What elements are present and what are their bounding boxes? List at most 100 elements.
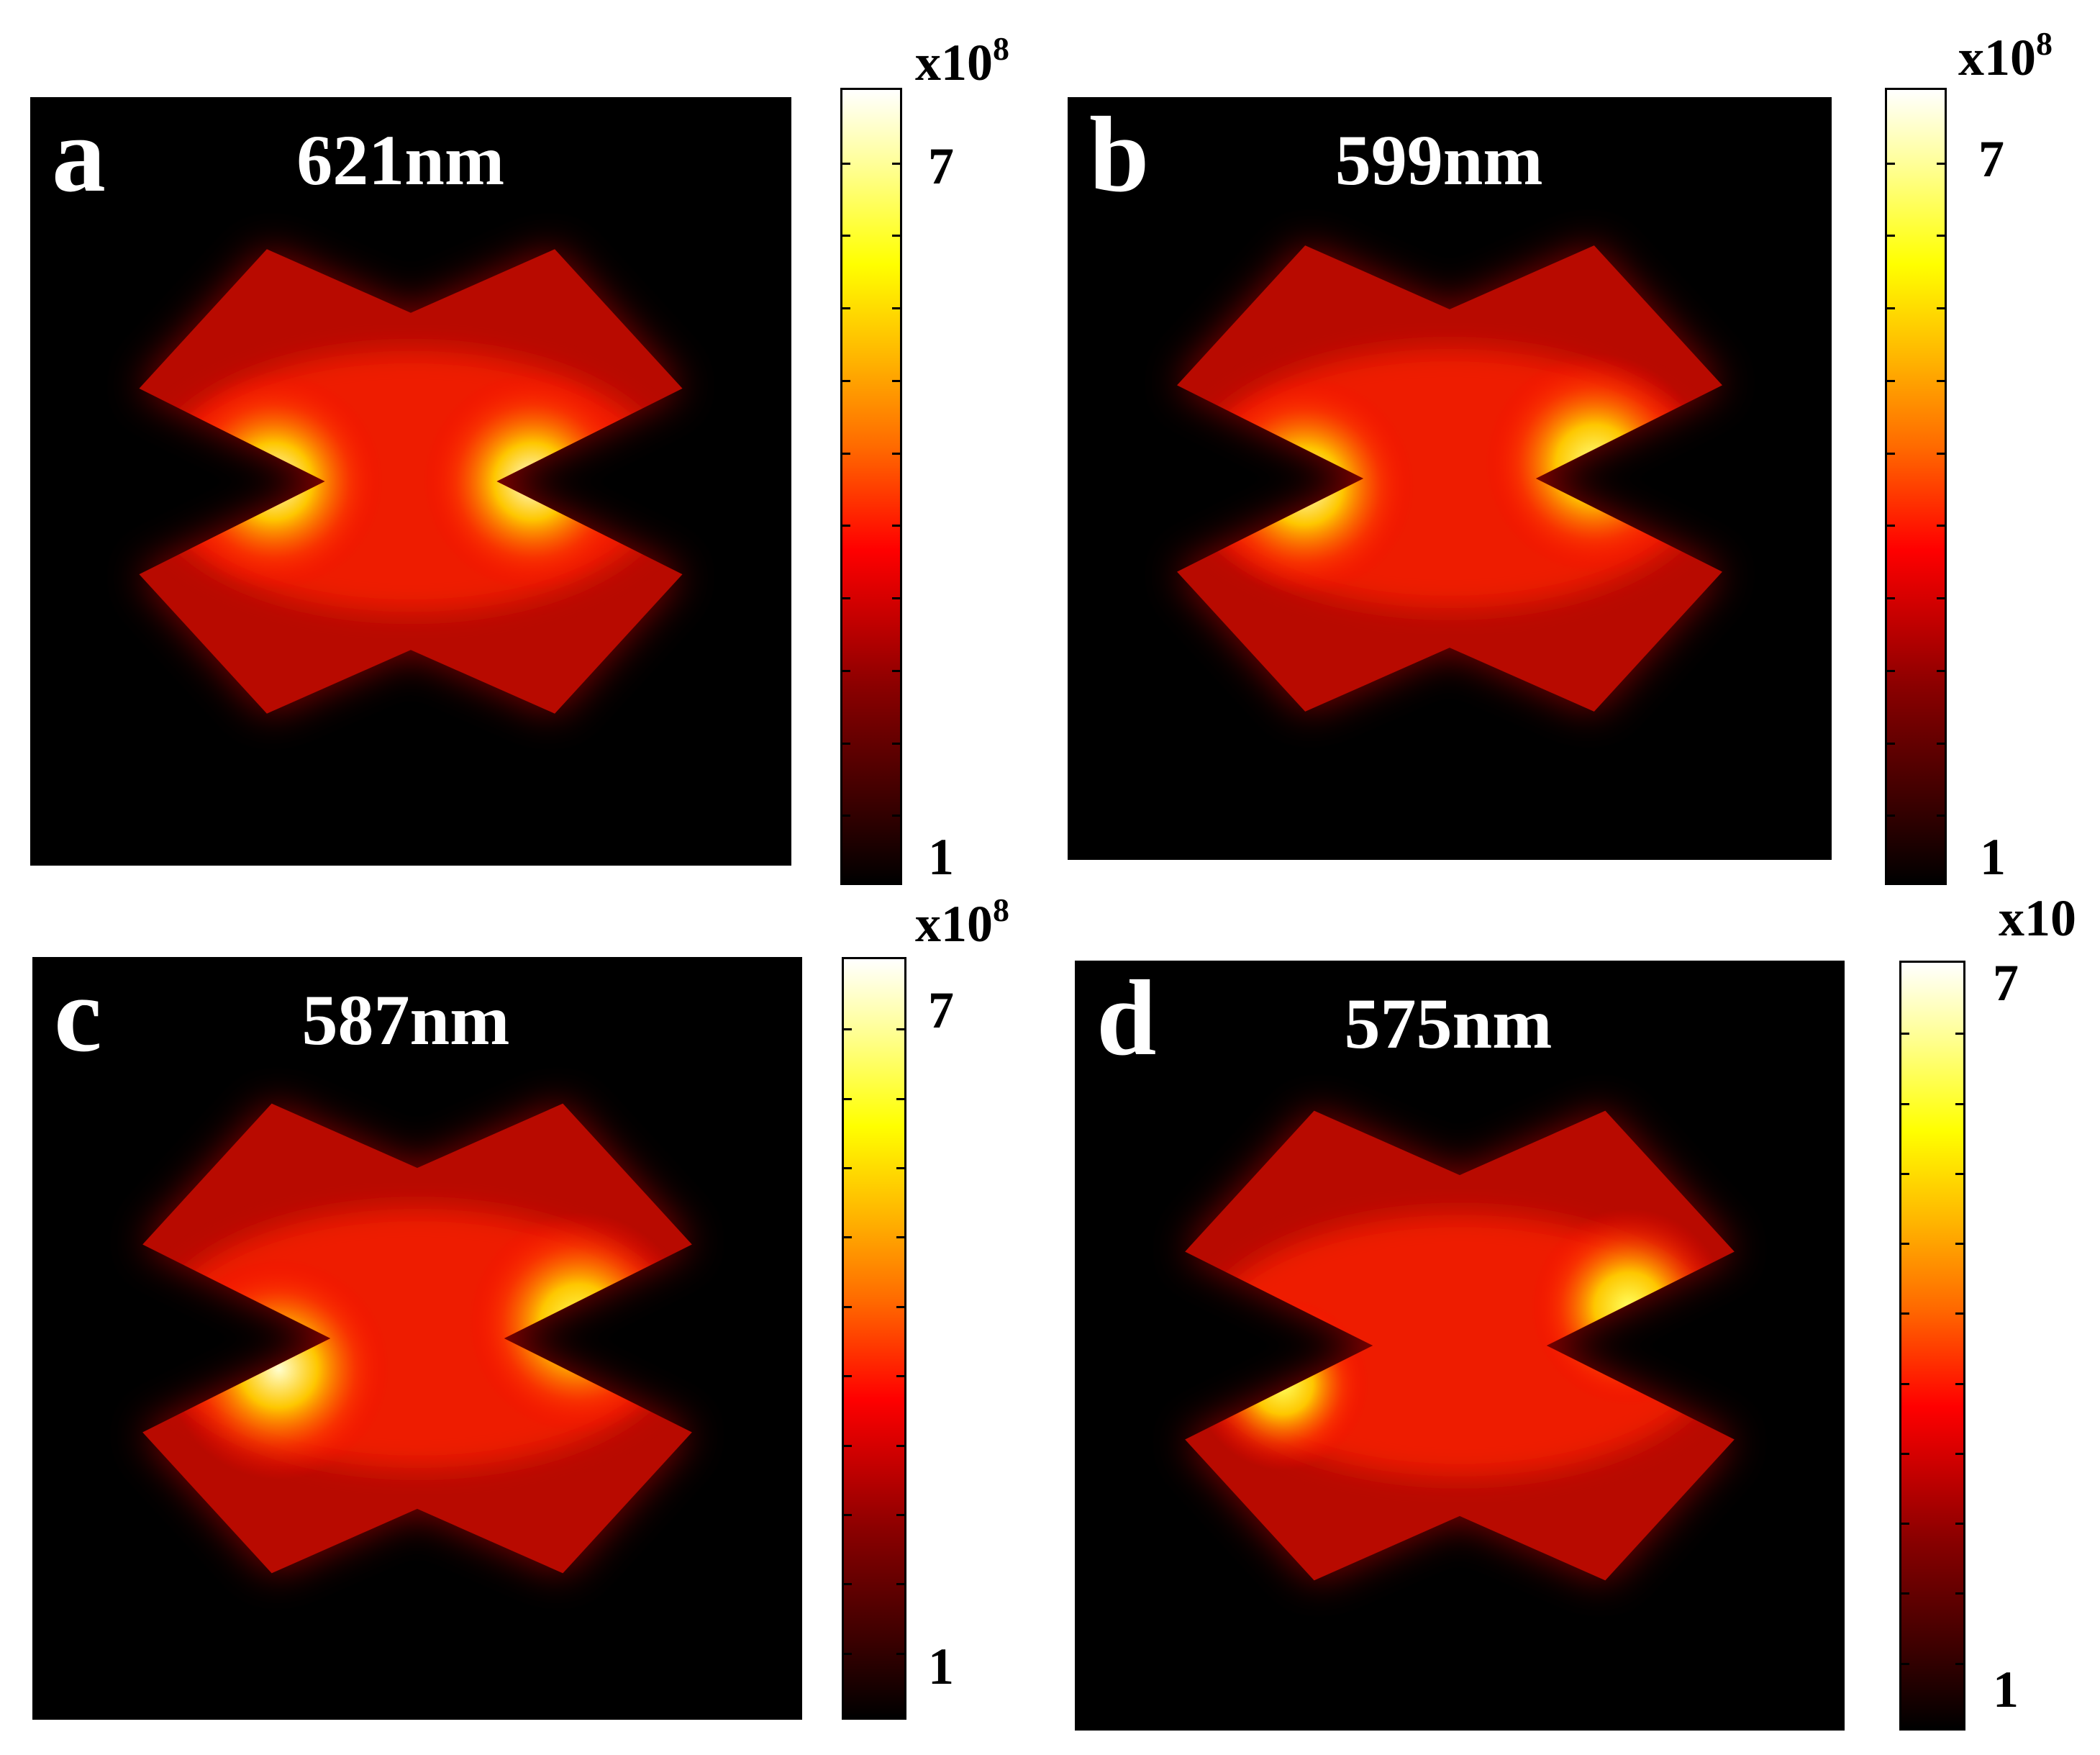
colorbar-tick xyxy=(1955,1033,1965,1035)
colorbar-tick xyxy=(1899,1102,1909,1105)
colorbar-exponent: x10 xyxy=(1999,889,2076,947)
panel-letter: c xyxy=(54,957,102,1074)
colorbar-tick xyxy=(1899,1523,1909,1525)
hotspot xyxy=(1196,1297,1369,1471)
colorbar-tick xyxy=(840,452,850,455)
wavelength-label: 599nm xyxy=(1335,120,1543,200)
hotspot xyxy=(168,1258,390,1480)
colorbar-tick xyxy=(1937,235,1947,237)
colorbar-tick xyxy=(896,1097,906,1100)
colorbar-tick xyxy=(892,525,902,527)
panel-letter: d xyxy=(1096,961,1157,1078)
cross-shape-c xyxy=(142,1103,692,1574)
colorbar-tick xyxy=(896,1167,906,1170)
colorbar-min-label: 1 xyxy=(1993,1661,2019,1718)
field-map-a: a 621nm xyxy=(30,97,791,866)
colorbar-tick xyxy=(1885,669,1895,672)
hotspot xyxy=(1194,376,1415,597)
colorbar-exponent: x108 xyxy=(915,892,1009,953)
colorbar-tick xyxy=(1937,162,1947,165)
cross-shape-a xyxy=(139,249,683,714)
cross-shape-b xyxy=(1177,245,1722,712)
colorbar xyxy=(1885,88,1947,885)
field-map-d: d 575nm xyxy=(1075,961,1845,1731)
hotspot xyxy=(422,371,642,591)
colorbar-tick xyxy=(892,162,902,165)
colorbar-min-label: 1 xyxy=(928,1638,954,1695)
colorbar-tick xyxy=(1937,452,1947,455)
colorbar-tick xyxy=(842,1444,852,1447)
colorbar-tick xyxy=(842,1652,852,1655)
colorbar-tick xyxy=(1937,307,1947,310)
colorbar xyxy=(842,957,906,1720)
colorbar-min-label: 1 xyxy=(928,828,954,886)
colorbar xyxy=(1899,961,1965,1731)
colorbar-tick xyxy=(842,1305,852,1308)
colorbar-tick xyxy=(1955,1172,1965,1175)
colorbar-tick xyxy=(840,815,850,817)
field-map-c: c 587nm xyxy=(32,957,802,1720)
colorbar-tick xyxy=(896,1583,906,1586)
colorbar-tick xyxy=(840,597,850,600)
colorbar-tick xyxy=(896,1028,906,1031)
colorbar-tick xyxy=(892,452,902,455)
colorbar-tick xyxy=(1955,1523,1965,1525)
colorbar-tick xyxy=(1937,525,1947,527)
colorbar-tick xyxy=(842,1375,852,1378)
colorbar-tick xyxy=(1885,452,1895,455)
hotspot xyxy=(1484,353,1705,573)
colorbar-tick xyxy=(896,1236,906,1239)
panel-letter: b xyxy=(1089,97,1150,214)
colorbar-max-label: 7 xyxy=(1978,130,2004,188)
panel-letter: a xyxy=(52,97,106,214)
colorbar-tick xyxy=(1955,1662,1965,1665)
colorbar-tick xyxy=(1955,1243,1965,1246)
colorbar-tick xyxy=(1885,307,1895,310)
colorbar-tick xyxy=(896,1305,906,1308)
colorbar-tick xyxy=(1885,379,1895,382)
colorbar-tick xyxy=(840,525,850,527)
wavelength-label: 587nm xyxy=(301,980,510,1060)
colorbar-exponent: x108 xyxy=(1958,25,2053,86)
colorbar-max-label: 7 xyxy=(928,981,954,1039)
colorbar-tick xyxy=(1937,669,1947,672)
colorbar-tick xyxy=(842,1167,852,1170)
colorbar-tick xyxy=(896,1375,906,1378)
wavelength-label: 621nm xyxy=(296,120,505,200)
colorbar-tick xyxy=(1885,597,1895,600)
colorbar-max-label: 7 xyxy=(1993,954,2019,1012)
colorbar-tick xyxy=(896,1652,906,1655)
colorbar-tick xyxy=(840,307,850,310)
colorbar-tick xyxy=(1885,235,1895,237)
colorbar-tick xyxy=(892,379,902,382)
colorbar-tick xyxy=(892,669,902,672)
colorbar-tick xyxy=(1955,1312,1965,1315)
colorbar-tick xyxy=(840,235,850,237)
colorbar-tick xyxy=(892,742,902,745)
colorbar-tick xyxy=(896,1513,906,1516)
colorbar-tick xyxy=(840,379,850,382)
colorbar-tick xyxy=(1899,1382,1909,1385)
colorbar-min-label: 1 xyxy=(1980,828,2006,886)
colorbar-tick xyxy=(840,669,850,672)
colorbar-tick xyxy=(842,1028,852,1031)
hotspot xyxy=(1530,1208,1728,1406)
colorbar-tick xyxy=(1937,379,1947,382)
hotspot xyxy=(468,1212,690,1434)
wavelength-label: 575nm xyxy=(1344,984,1553,1064)
colorbar-tick xyxy=(842,1513,852,1516)
colorbar-tick xyxy=(1885,815,1895,817)
colorbar-tick xyxy=(1885,525,1895,527)
colorbar-tick xyxy=(1899,1033,1909,1035)
colorbar-max-label: 7 xyxy=(928,137,954,195)
colorbar-tick xyxy=(842,1097,852,1100)
colorbar-tick xyxy=(1899,1243,1909,1246)
colorbar-tick xyxy=(896,1444,906,1447)
colorbar-tick xyxy=(1955,1382,1965,1385)
colorbar-tick xyxy=(1899,1592,1909,1595)
colorbar-tick xyxy=(840,162,850,165)
colorbar-tick xyxy=(1899,1662,1909,1665)
cross-shape-d xyxy=(1185,1110,1735,1581)
colorbar xyxy=(840,88,902,885)
colorbar-tick xyxy=(1937,815,1947,817)
